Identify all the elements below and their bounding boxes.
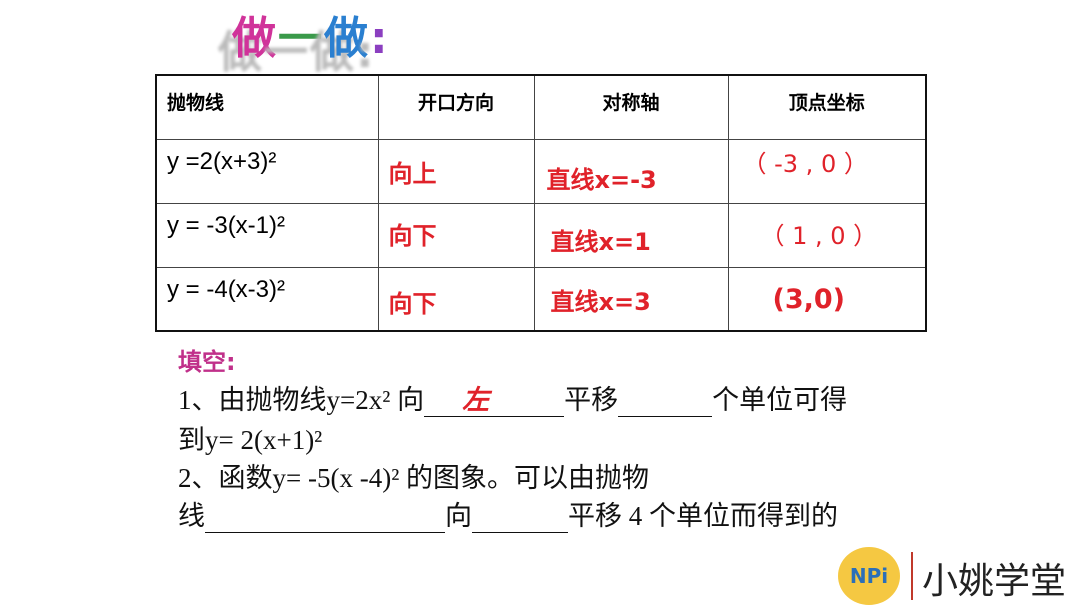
header-cell: 对称轴: [533, 74, 729, 140]
q1-direction-blank[interactable]: 左: [424, 385, 565, 417]
slide-title: 做一做:: [232, 2, 390, 66]
vertex-cell: （ 1 , 0 ）: [727, 202, 927, 268]
axis-cell: 直线x=-3: [533, 138, 729, 204]
brand-logo: NPi: [838, 547, 900, 605]
q2-text: 线: [178, 501, 205, 531]
parabola-cell: y =2(x+3)²: [155, 138, 379, 204]
parabola-cell: y = -4(x-3)²: [155, 266, 379, 332]
vertex-cell: (3,0): [727, 266, 927, 332]
direction-cell: 向下: [377, 202, 535, 268]
vertex-cell: （ -3 , 0 ）: [727, 138, 927, 204]
q1-text: 1、由抛物线y=2x² 向: [178, 385, 425, 415]
parabola-table: 抛物线 开口方向 对称轴 顶点坐标 y =2(x+3)² 向上 直线x=-3 （…: [155, 74, 927, 332]
table-header-row: 抛物线 开口方向 对称轴 顶点坐标: [155, 74, 927, 140]
direction-cell: 向下: [377, 266, 535, 332]
question-2-line: 2、函数y= -5(x -4)² 的图象。可以由抛物: [178, 463, 650, 493]
table-row: y =2(x+3)² 向上 直线x=-3 （ -3 , 0 ）: [155, 138, 927, 204]
parabola-cell: y = -3(x-1)²: [155, 202, 379, 268]
q2-text: 平移 4 个单位而得到的: [568, 501, 838, 531]
axis-cell: 直线x=3: [533, 266, 729, 332]
question-1-line: 1、由抛物线y=2x² 向 左 平移 个单位可得: [178, 378, 847, 417]
q2-direction-blank[interactable]: [472, 508, 568, 533]
q1-text: 个单位可得: [712, 385, 848, 415]
direction-cell: 向上: [377, 138, 535, 204]
fill-heading: 填空:: [178, 348, 236, 376]
brand-divider: [911, 552, 913, 600]
title-char: 做: [232, 13, 278, 64]
q1-units-blank[interactable]: [618, 392, 713, 417]
title-char: 一: [278, 13, 324, 64]
header-cell: 抛物线: [155, 74, 379, 140]
header-cell: 开口方向: [377, 74, 535, 140]
q1-answer: 左: [462, 385, 490, 415]
axis-cell: 直线x=1: [533, 202, 729, 268]
question-2-line2: 线 向 平移 4 个单位而得到的: [178, 494, 838, 533]
question-1-line2: 到y= 2(x+1)²: [178, 425, 323, 455]
q2-parabola-blank[interactable]: [205, 508, 445, 533]
q2-text: 向: [445, 501, 472, 531]
logo-text: NPi: [849, 564, 889, 588]
brand-name: 小姚学堂: [922, 561, 1067, 602]
q1-text: 平移: [564, 385, 619, 415]
table-row: y = -4(x-3)² 向下 直线x=3 (3,0): [155, 266, 927, 332]
header-cell: 顶点坐标: [727, 74, 927, 140]
table-row: y = -3(x-1)² 向下 直线x=1 （ 1 , 0 ）: [155, 202, 927, 268]
title-char: 做: [324, 13, 370, 64]
title-char: :: [370, 13, 390, 64]
